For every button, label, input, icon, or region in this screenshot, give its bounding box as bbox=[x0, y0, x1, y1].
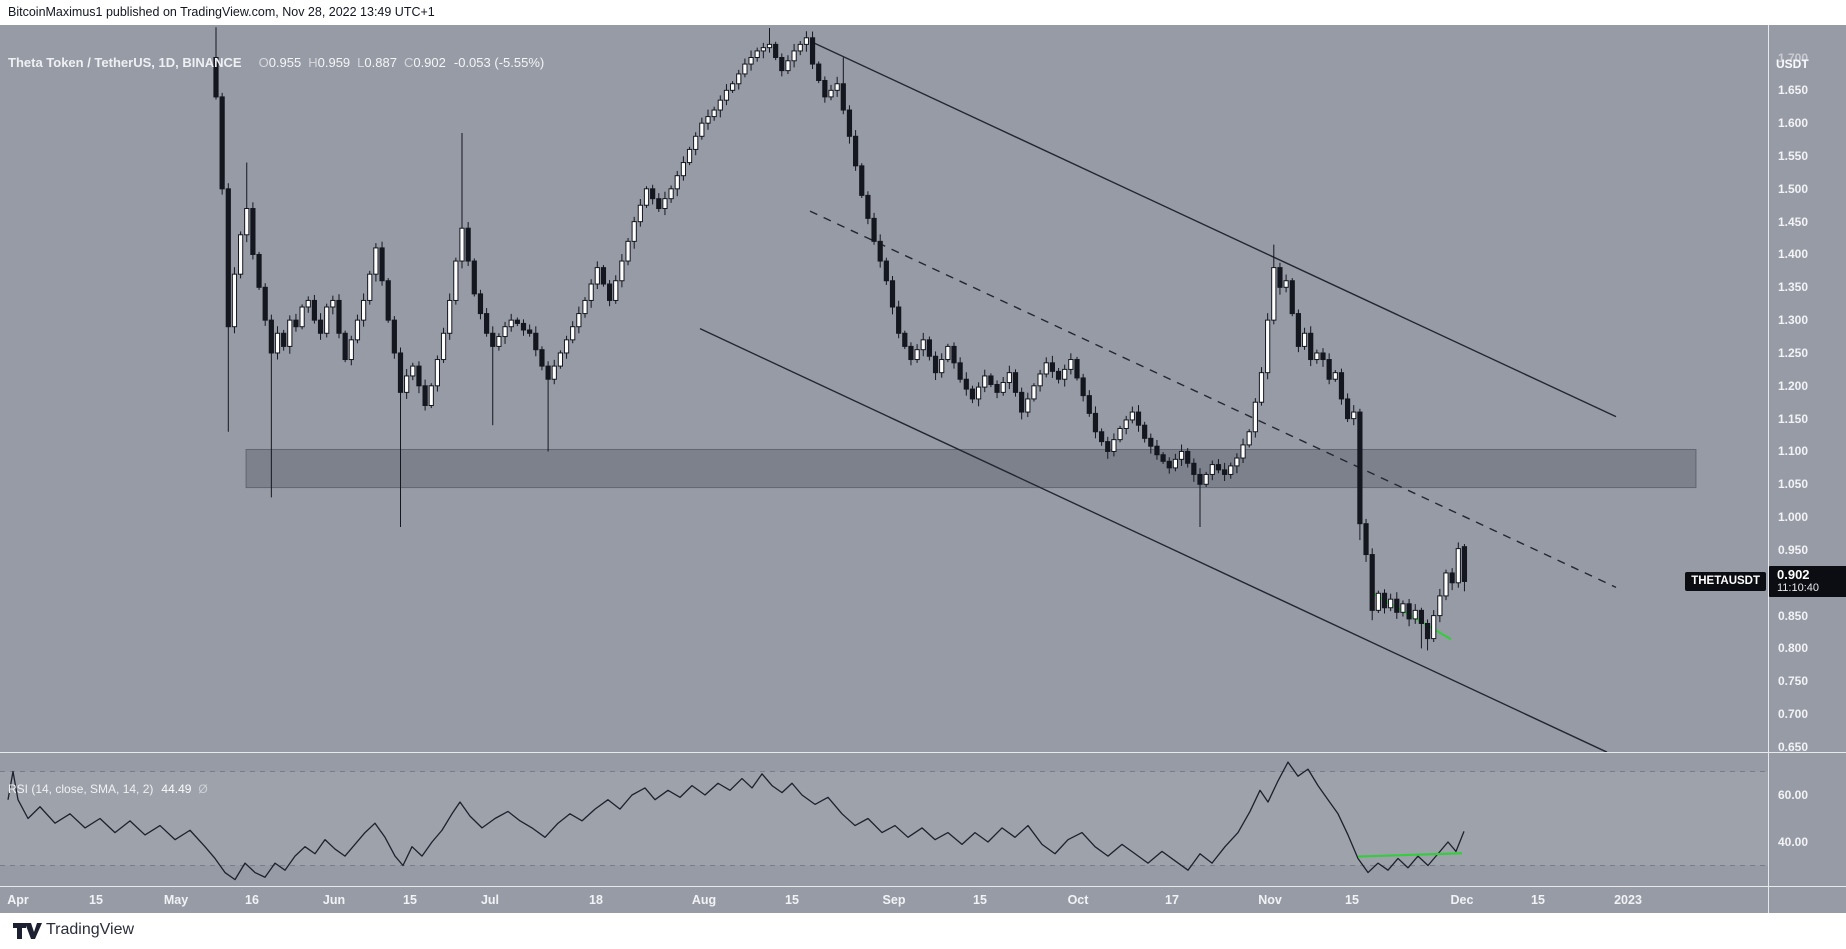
price-tick-label: 0.850 bbox=[1778, 608, 1809, 623]
rsi-hidden-series-icon: Ø bbox=[198, 782, 208, 796]
symbol-title[interactable]: Theta Token / TetherUS, 1D, BINANCE bbox=[8, 55, 242, 70]
tradingview-logo-text[interactable]: TradingView bbox=[46, 921, 135, 938]
price-tick-label: 1.200 bbox=[1778, 378, 1809, 393]
time-tick-label: 18 bbox=[589, 893, 603, 907]
price-tick-label: 1.700 bbox=[1778, 50, 1809, 65]
time-tick-label: 15 bbox=[403, 893, 417, 907]
symbol-legend[interactable]: Theta Token / TetherUS, 1D, BINANCE O0.95… bbox=[8, 55, 544, 70]
time-tick-label: 15 bbox=[785, 893, 799, 907]
rsi-tick-label: 40.00 bbox=[1778, 835, 1809, 849]
rsi-legend[interactable]: RSI (14, close, SMA, 14, 2) 44.49 Ø bbox=[8, 782, 208, 796]
time-tick-label: Aug bbox=[691, 893, 717, 907]
price-tick-label: 1.450 bbox=[1778, 214, 1809, 229]
price-tick-label: 0.750 bbox=[1778, 674, 1809, 689]
low-label: L bbox=[357, 55, 365, 70]
rsi-value: 44.49 bbox=[161, 782, 192, 796]
price-tick-label: 1.500 bbox=[1778, 181, 1809, 196]
price-tick-label: 0.800 bbox=[1778, 641, 1809, 656]
time-tick-label: Oct bbox=[1067, 893, 1089, 907]
price-tick-label: 1.600 bbox=[1778, 116, 1809, 131]
time-tick-label: Dec bbox=[1450, 893, 1474, 907]
price-tick-label: 1.550 bbox=[1778, 148, 1809, 163]
time-tick-label: 15 bbox=[973, 893, 987, 907]
time-tick-label: 16 bbox=[245, 893, 259, 907]
rsi-tick-label: 60.00 bbox=[1778, 788, 1809, 802]
price-tick-label: 1.650 bbox=[1778, 83, 1809, 98]
price-tick-label: 1.000 bbox=[1778, 510, 1809, 525]
tradingview-logo-icon[interactable] bbox=[12, 920, 42, 942]
time-tick-label: Nov bbox=[1258, 893, 1282, 907]
time-tick-label: Jun bbox=[322, 893, 346, 907]
time-tick-label: May bbox=[163, 893, 189, 907]
time-tick-label: 15 bbox=[89, 893, 103, 907]
time-tick-label: Sep bbox=[882, 893, 906, 907]
open-label: O bbox=[258, 55, 269, 70]
publisher-text: BitcoinMaximus1 published on TradingView… bbox=[8, 5, 435, 19]
price-tick-label: 1.400 bbox=[1778, 247, 1809, 262]
close-value: 0.902 bbox=[413, 55, 446, 70]
rsi-indicator-title[interactable]: RSI (14, close, SMA, 14, 2) bbox=[8, 782, 154, 796]
price-tick-label: 1.350 bbox=[1778, 280, 1809, 295]
low-value: 0.887 bbox=[364, 55, 397, 70]
time-tick-label: 15 bbox=[1531, 893, 1545, 907]
time-tick-label: 15 bbox=[1345, 893, 1359, 907]
price-tick-label: 0.650 bbox=[1778, 739, 1809, 754]
close-label: C bbox=[403, 55, 414, 70]
time-axis[interactable]: Apr 15 May 16 Jun 15 Jul 18 Aug 15 Sep 15 Oct 17 Nov 15… bbox=[0, 25, 1768, 913]
price-axis[interactable]: 1.700 1.650 1.600 1.550 1.500 1.450 1.400 1.350… bbox=[1769, 25, 1846, 913]
publish-info-bar: BitcoinMaximus1 published on TradingView… bbox=[0, 0, 1846, 25]
time-tick-label: 2023 bbox=[1614, 893, 1642, 907]
price-tick-label: 0.900 bbox=[1778, 575, 1809, 590]
time-tick-label: Apr bbox=[7, 893, 29, 907]
footer-bar: TradingView bbox=[0, 913, 1846, 949]
price-tick-label: 1.250 bbox=[1778, 345, 1809, 360]
price-tick-label: 1.300 bbox=[1778, 313, 1809, 328]
price-tick-label: 1.050 bbox=[1778, 477, 1809, 492]
price-tick-label: 1.100 bbox=[1778, 444, 1809, 459]
price-tick-label: 0.950 bbox=[1778, 542, 1809, 557]
high-value: 0.959 bbox=[317, 55, 351, 70]
change-value: -0.053 (-5.55%) bbox=[453, 55, 545, 70]
open-value: 0.955 bbox=[268, 55, 302, 70]
price-tick-label: 1.150 bbox=[1778, 411, 1809, 426]
time-tick-label: Jul bbox=[480, 893, 500, 907]
time-tick-label: 17 bbox=[1165, 893, 1179, 907]
high-label: H bbox=[308, 55, 318, 70]
price-tick-label: 0.700 bbox=[1778, 707, 1809, 722]
